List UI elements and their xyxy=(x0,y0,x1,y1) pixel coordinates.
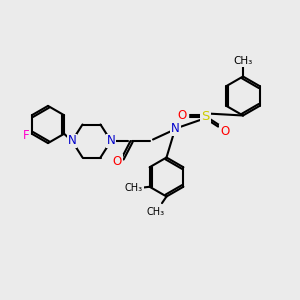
Text: O: O xyxy=(177,109,186,122)
Text: O: O xyxy=(112,155,122,168)
Text: O: O xyxy=(220,124,230,138)
Text: CH₃: CH₃ xyxy=(147,207,165,217)
Text: S: S xyxy=(201,110,210,124)
Text: N: N xyxy=(68,134,76,148)
Text: F: F xyxy=(22,129,29,142)
Text: CH₃: CH₃ xyxy=(233,56,253,66)
Text: CH₃: CH₃ xyxy=(125,183,143,193)
Text: N: N xyxy=(171,122,180,136)
Text: N: N xyxy=(106,134,116,148)
